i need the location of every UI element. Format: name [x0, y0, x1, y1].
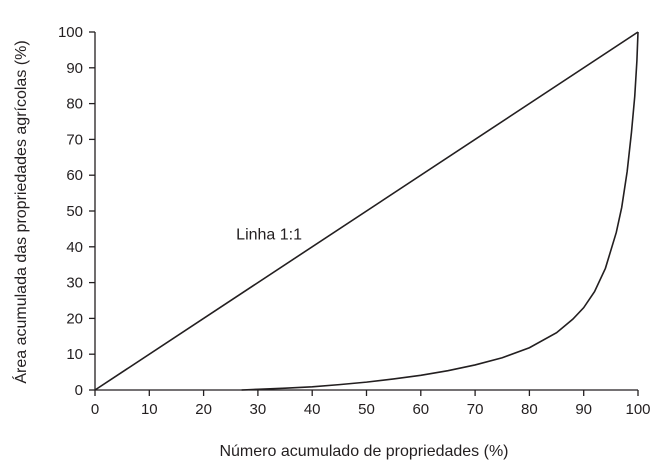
- y-tick-label: 90: [66, 60, 83, 77]
- x-tick-label: 40: [304, 401, 321, 418]
- annotation-label: Linha 1:1: [236, 227, 302, 244]
- equality-line: [94, 31, 639, 391]
- x-tick-label: 100: [625, 401, 650, 418]
- series: [94, 31, 639, 391]
- x-tick-label: 0: [91, 401, 99, 418]
- y-axis-title: Área acumulada das propriedades agrícola…: [11, 40, 30, 383]
- x-tick-label: 90: [575, 401, 592, 418]
- lorenz-curve: [241, 31, 639, 391]
- x-tick-labels: 0 10 20 30 40 50 60 70 80 90 100: [91, 401, 651, 418]
- x-tick-label: 10: [141, 401, 158, 418]
- x-tick-label: 30: [250, 401, 267, 418]
- y-tick-label: 80: [66, 96, 83, 113]
- x-axis-title: Número acumulado de propriedades (%): [219, 443, 508, 460]
- y-tick-label: 10: [66, 346, 83, 363]
- x-tick-label: 50: [358, 401, 375, 418]
- x-tick-label: 60: [412, 401, 429, 418]
- y-tick-label: 20: [66, 310, 83, 327]
- y-tick-labels: 0 10 20 30 40 50 60 70 80 90 100: [58, 24, 83, 399]
- y-tick-label: 30: [66, 275, 83, 292]
- y-tick-label: 0: [75, 382, 83, 399]
- y-tick-label: 50: [66, 203, 83, 220]
- annotations: Linha 1:1: [236, 227, 302, 244]
- x-tick-label: 80: [521, 401, 538, 418]
- x-tick-label: 70: [467, 401, 484, 418]
- y-tick-label: 60: [66, 167, 83, 184]
- y-tick-label: 40: [66, 239, 83, 256]
- tick-marks: [89, 31, 639, 396]
- y-tick-label: 70: [66, 131, 83, 148]
- y-tick-label: 100: [58, 24, 83, 41]
- x-tick-label: 20: [195, 401, 212, 418]
